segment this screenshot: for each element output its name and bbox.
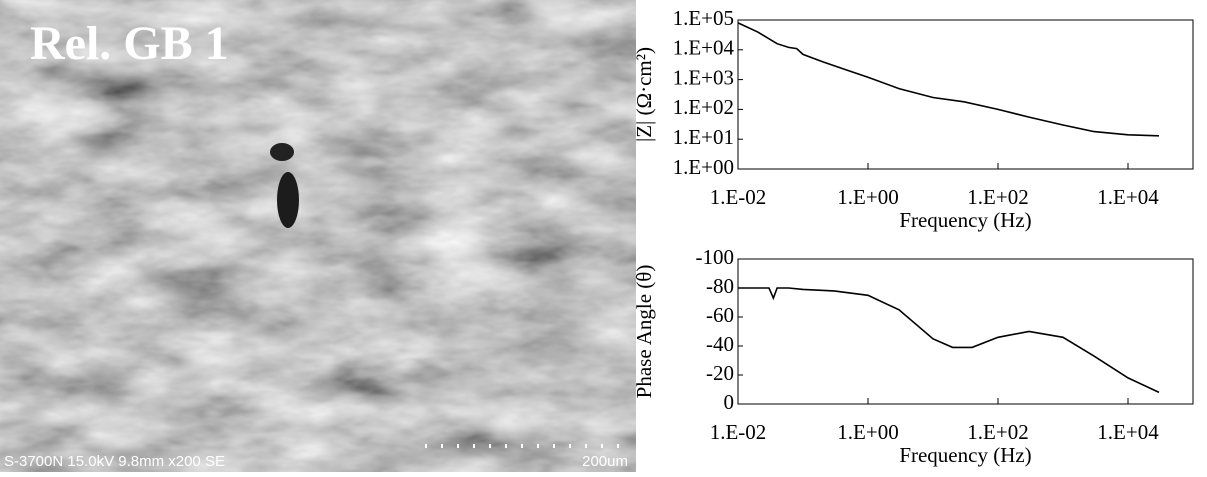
y-tick-label: -100: [696, 245, 735, 269]
image-label: Rel. GB 1: [30, 17, 229, 70]
image-info: S-3700N 15.0kV 9.8mm x200 SE: [4, 453, 225, 470]
particle: [277, 172, 299, 228]
y-tick-label: -40: [706, 332, 734, 356]
y-tick-label: -80: [706, 274, 734, 298]
x-tick-label: 1.E+04: [1097, 185, 1159, 209]
y-tick-label: -20: [706, 361, 734, 385]
sem-texture: [0, 0, 636, 472]
y-tick-label: 1.E+03: [673, 65, 734, 89]
x-tick-label: 1.E-02: [710, 185, 767, 209]
x-tick-label: 1.E+02: [967, 420, 1028, 444]
x-axis-title: Frequency (Hz): [899, 443, 1031, 467]
x-tick-label: 1.E+00: [837, 185, 898, 209]
x-tick-label: 1.E+00: [837, 420, 898, 444]
particle: [270, 143, 294, 161]
plot-frame: [737, 258, 1194, 405]
y-axis-title: |Z| (Ω·cm²): [632, 47, 656, 142]
y-tick-label: 1.E+05: [673, 6, 734, 30]
scale-label: 200um: [582, 453, 628, 470]
data-line: [737, 22, 1160, 137]
y-tick-label: 0: [724, 390, 735, 414]
y-tick-label: -60: [706, 303, 734, 327]
x-tick-label: 1.E-02: [710, 420, 767, 444]
y-tick-label: 1.E+04: [673, 36, 735, 60]
data-line: [738, 287, 1160, 394]
sem-image: Rel. GB 1 S-3700N 15.0kV 9.8mm x200 SE 2…: [0, 0, 636, 472]
x-tick-label: 1.E+04: [1097, 420, 1159, 444]
y-tick-label: 1.E+01: [673, 125, 734, 149]
y-tick-label: 1.E+02: [673, 95, 734, 119]
y-axis-title: Phase Angle (θ): [632, 265, 656, 399]
x-tick-label: 1.E+02: [967, 185, 1028, 209]
x-axis-title: Frequency (Hz): [899, 208, 1031, 232]
y-tick-label: 1.E+00: [673, 155, 734, 179]
plot-frame: [737, 19, 1194, 170]
